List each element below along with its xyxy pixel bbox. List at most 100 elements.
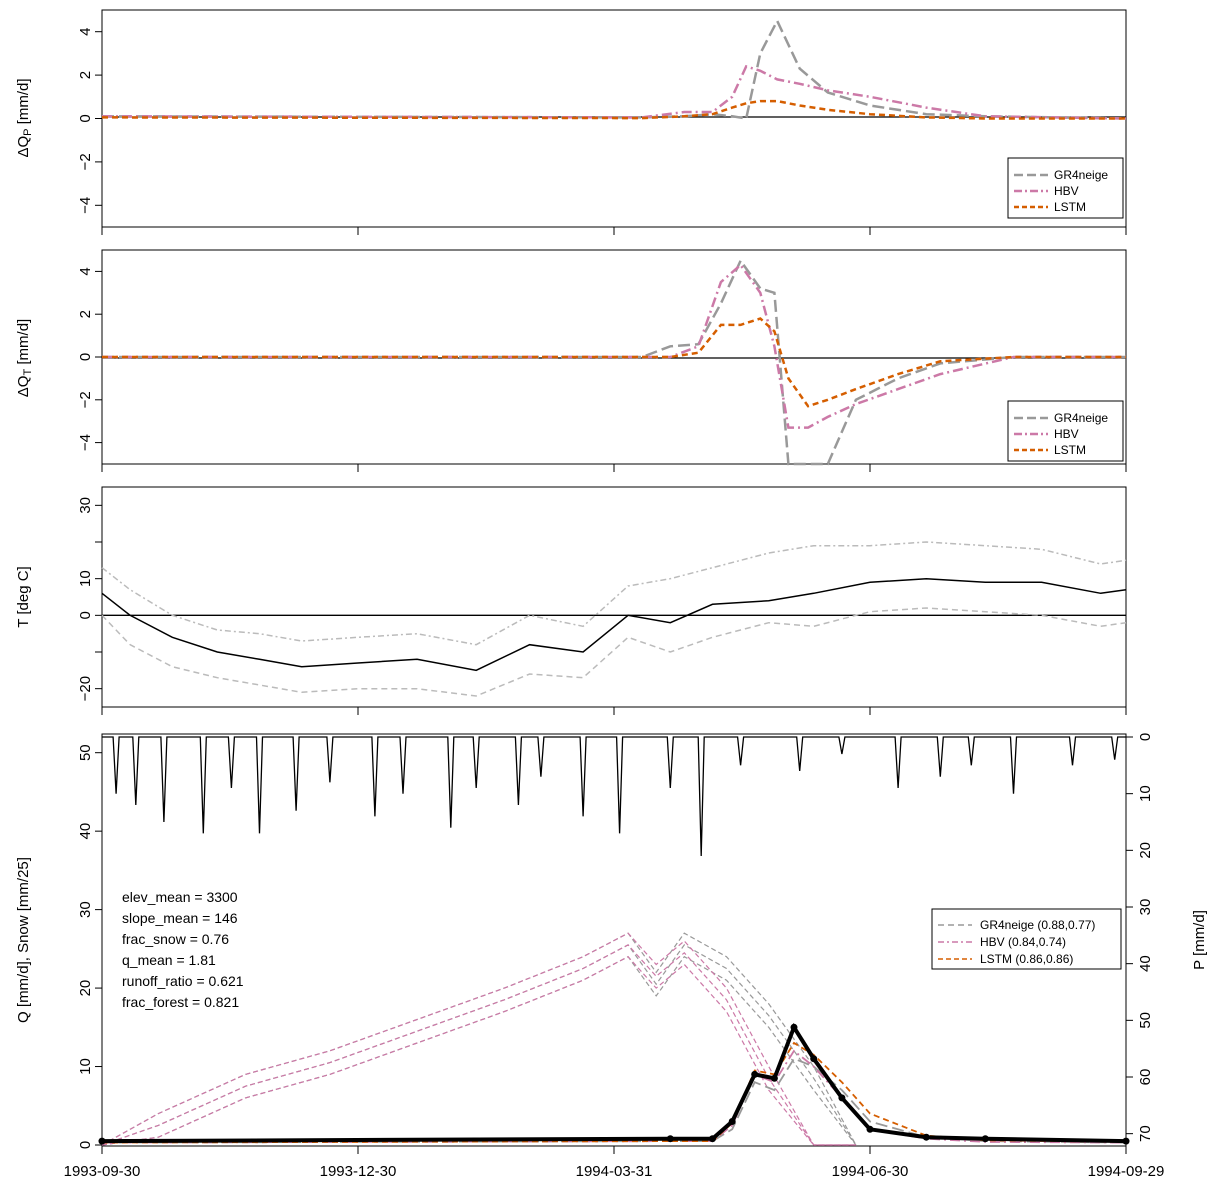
y2-tick-label: 50 bbox=[1137, 1012, 1154, 1029]
attr-runoff-ratio: runoff_ratio = 0.621 bbox=[122, 973, 244, 989]
panel3-ylabel: T [deg C] bbox=[15, 566, 32, 627]
panel1-y-axis: −4 −2 0 2 4 bbox=[77, 28, 102, 214]
panel2-legend: GR4neige HBV LSTM bbox=[1007, 400, 1124, 462]
y-tick-label: 4 bbox=[77, 267, 94, 275]
snow-hbv bbox=[101, 932, 856, 1146]
attr-elev-mean: elev_mean = 3300 bbox=[122, 889, 238, 905]
y-tick-label: −4 bbox=[77, 434, 94, 451]
q-observed-point bbox=[1122, 1137, 1130, 1145]
panel3-y-axis: −20 0 10 30 bbox=[77, 497, 102, 701]
y-tick-label: 2 bbox=[77, 310, 94, 318]
panel1-series bbox=[101, 18, 1127, 120]
legend4-hbv-label: HBV (0.84,0.74) bbox=[980, 935, 1066, 949]
y-tick-label: 50 bbox=[77, 744, 94, 761]
legend4-gr4neige-label: GR4neige (0.88,0.77) bbox=[980, 918, 1095, 932]
legend-hbv-label: HBV bbox=[1054, 184, 1079, 198]
y2-tick-label: 70 bbox=[1137, 1125, 1154, 1142]
panel-delta-q-precip: −4 −2 0 2 4 ΔQP [mm/d] GR4neige HBV LSTM bbox=[15, 9, 1127, 235]
legend-gr4neige-label: GR4neige bbox=[1054, 168, 1108, 182]
panel4-precip-series bbox=[102, 736, 1126, 857]
series-gr4neige bbox=[102, 258, 1126, 466]
panel2-series bbox=[102, 258, 1126, 466]
attr-q-mean: q_mean = 1.81 bbox=[122, 952, 216, 968]
y2-tick-label: 10 bbox=[1137, 785, 1154, 802]
q-observed-point bbox=[790, 1023, 798, 1031]
y2-tick-label: 40 bbox=[1137, 955, 1154, 972]
panel3-frame bbox=[101, 486, 1127, 708]
q-observed-point bbox=[922, 1133, 930, 1141]
attr-frac-forest: frac_forest = 0.821 bbox=[122, 994, 239, 1010]
panel1-ylabel: ΔQP [mm/d] bbox=[15, 78, 34, 157]
panel4-legend-box bbox=[931, 908, 1122, 970]
panel2-ylabel: ΔQT [mm/d] bbox=[15, 319, 34, 397]
q-observed-point bbox=[810, 1055, 818, 1063]
q-hbv bbox=[101, 1049, 1127, 1144]
y-tick-label: −2 bbox=[77, 153, 94, 170]
y-tick-label: 0 bbox=[77, 1141, 94, 1149]
legend4-lstm-label: LSTM (0.86,0.86) bbox=[980, 952, 1073, 966]
legend2-lstm-label: LSTM bbox=[1054, 443, 1086, 457]
q-observed-point bbox=[98, 1137, 106, 1145]
attr-frac-snow: frac_snow = 0.76 bbox=[122, 931, 229, 947]
y2-tick-label: 0 bbox=[1137, 733, 1154, 741]
x-tick-label: 1994-06-30 bbox=[832, 1163, 909, 1180]
temp-max bbox=[101, 541, 1127, 646]
legend2-gr4neige-label: GR4neige bbox=[1054, 411, 1108, 425]
y-tick-label: 0 bbox=[77, 114, 94, 122]
panel4-legend: GR4neige (0.88,0.77) HBV (0.84,0.74) LST… bbox=[931, 908, 1122, 970]
series-hbv bbox=[102, 263, 1126, 429]
q-observed-point bbox=[770, 1074, 778, 1082]
q-lstm bbox=[101, 1041, 1127, 1144]
series-hbv bbox=[101, 64, 1127, 120]
series-gr4neige bbox=[101, 18, 1127, 120]
y-tick-label: 40 bbox=[77, 823, 94, 840]
legend2-hbv-label: HBV bbox=[1054, 427, 1079, 441]
legend-lstm-label: LSTM bbox=[1054, 200, 1086, 214]
x-tick-label: 1994-09-29 bbox=[1088, 1163, 1165, 1180]
panel4-observed-points bbox=[98, 1022, 1130, 1145]
panel-temperature: −20 0 10 30 T [deg C] bbox=[15, 486, 1127, 715]
y-tick-label: 0 bbox=[77, 353, 94, 361]
y-tick-label: −20 bbox=[77, 676, 94, 701]
panel2-y-axis: −4 −2 0 2 4 bbox=[77, 267, 102, 451]
panel1-legend-box bbox=[1007, 157, 1124, 219]
y-tick-label: 30 bbox=[77, 901, 94, 918]
y-tick-label: 20 bbox=[77, 980, 94, 997]
series-lstm bbox=[102, 317, 1126, 408]
panel4-x-axis: 1993-09-30 1993-12-30 1994-03-31 1994-06-30… bbox=[64, 1146, 1165, 1180]
y-tick-label: 10 bbox=[77, 570, 94, 587]
q-observed-point bbox=[866, 1125, 874, 1133]
temp-min bbox=[101, 607, 1127, 697]
x-tick-label: 1993-09-30 bbox=[64, 1163, 141, 1180]
panel2-legend-box bbox=[1007, 400, 1124, 462]
q-observed-line bbox=[101, 1022, 1127, 1144]
attr-slope-mean: slope_mean = 146 bbox=[122, 910, 238, 926]
y-tick-label: −2 bbox=[77, 391, 94, 408]
q-observed-point bbox=[728, 1118, 736, 1125]
y2-tick-label: 20 bbox=[1137, 842, 1154, 859]
y-tick-label: 30 bbox=[77, 497, 94, 514]
panel4-y-axis-left: 0 10 20 30 40 50 bbox=[77, 744, 102, 1149]
q-observed-point bbox=[751, 1070, 759, 1078]
q-observed-point bbox=[709, 1135, 716, 1143]
y2-tick-label: 60 bbox=[1137, 1069, 1154, 1086]
y-tick-label: 0 bbox=[77, 611, 94, 619]
panel-discharge-snow-precip: 0 10 20 30 40 50 0 10 20 30 40 50 60 70 Q [mm/d], Sn… bbox=[15, 733, 1208, 1180]
y2-tick-label: 30 bbox=[1137, 899, 1154, 916]
y-tick-label: 4 bbox=[77, 28, 94, 36]
temp-mean bbox=[101, 577, 1127, 672]
panel1-x-ticks bbox=[101, 227, 1127, 235]
snow-hbv bbox=[101, 944, 856, 1146]
y-tick-label: 10 bbox=[77, 1058, 94, 1075]
panel4-y-axis-right: 0 10 20 30 40 50 60 70 bbox=[1126, 733, 1154, 1142]
catchment-attributes: elev_mean = 3300 slope_mean = 146 frac_s… bbox=[122, 889, 244, 1010]
panel4-discharge-series bbox=[101, 1041, 1127, 1144]
panel-delta-q-temp: −4 −2 0 2 4 ΔQT [mm/d] GR4neige HBV LSTM bbox=[15, 249, 1127, 472]
q-observed-point bbox=[838, 1094, 846, 1102]
y-tick-label: −4 bbox=[77, 197, 94, 214]
panel4-ylabel-right: P [mm/d] bbox=[1191, 910, 1208, 970]
x-tick-label: 1994-03-31 bbox=[576, 1163, 653, 1180]
q-observed-point bbox=[666, 1135, 674, 1143]
panel3-x-ticks bbox=[101, 707, 1127, 715]
